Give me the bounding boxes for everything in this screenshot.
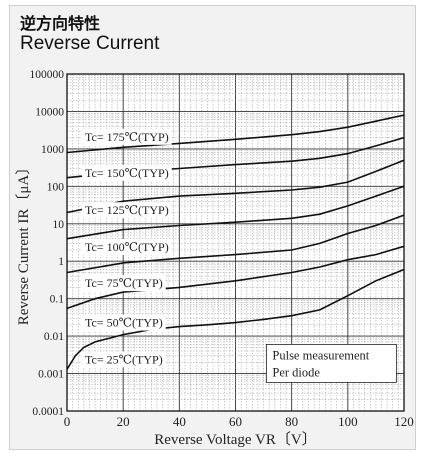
series-line <box>66 268 405 370</box>
series-line <box>66 114 405 154</box>
y-axis-label: Reverse Current IR〔μA〕 <box>15 160 32 326</box>
y-tick-label: 1 <box>58 256 64 268</box>
series-line <box>66 245 405 310</box>
series-label: Tc= 50℃(TYP) <box>85 316 163 330</box>
series-line <box>66 159 405 214</box>
y-tick-labels: 0.0001 0.001 0.01 0.1 1 10 100 1000 10000 100000 <box>30 69 65 418</box>
series-line <box>66 214 405 274</box>
series-label-bg <box>82 275 166 292</box>
y-tick-label: 0.001 <box>38 369 64 381</box>
chart-title-jp: 逆方向特性 <box>20 14 101 33</box>
series-label-bg <box>82 238 172 255</box>
series-label: Tc= 25℃(TYP) <box>85 352 163 366</box>
x-tick-label: 120 <box>394 414 414 429</box>
y-tick-label: 100000 <box>30 69 65 81</box>
series-label-bg <box>82 164 172 181</box>
series-label: Tc= 100℃(TYP) <box>85 240 169 254</box>
x-tick-label: 100 <box>338 414 358 429</box>
annotation-line: Per diode <box>272 365 320 379</box>
series-label: Tc= 150℃(TYP) <box>85 166 169 180</box>
x-tick-label: 60 <box>229 414 242 429</box>
y-tick-label: 10 <box>53 219 65 231</box>
series-label: Tc= 75℃(TYP) <box>85 276 163 290</box>
y-tick-label: 10000 <box>35 106 64 118</box>
x-axis-label: Reverse Voltage VR〔V〕 <box>154 431 317 448</box>
annotation-box: Pulse measurement Per diode <box>265 344 397 383</box>
series-label: Tc= 175℃(TYP) <box>85 130 169 144</box>
series-label-bg <box>82 128 172 145</box>
series-labels: Tc= 175℃(TYP) Tc= 150℃(TYP) Tc= 125℃(TYP) T… <box>82 128 172 368</box>
x-tick-label: 80 <box>285 414 298 429</box>
series-label-bg <box>82 351 166 368</box>
x-tick-label: 20 <box>117 414 130 429</box>
chart-title-en: Reverse Current <box>20 33 160 54</box>
x-tick-label: 40 <box>173 414 186 429</box>
x-tick-label: 0 <box>64 414 71 429</box>
series-lines <box>66 114 405 370</box>
plot-border <box>66 73 405 412</box>
series-label-bg <box>82 202 172 219</box>
series-label: Tc= 125℃(TYP) <box>85 203 169 217</box>
y-tick-label: 100 <box>47 181 65 193</box>
annotation-border <box>265 344 397 383</box>
y-tick-label: 0.0001 <box>32 406 64 418</box>
series-label-bg <box>82 314 166 331</box>
y-tick-label: 1000 <box>41 144 64 156</box>
y-tick-label: 0.01 <box>44 331 64 343</box>
annotation-line: Pulse measurement <box>272 348 369 362</box>
x-tick-labels: 0 20 40 60 80 100 120 <box>64 414 414 429</box>
series-line <box>66 185 405 240</box>
y-tick-label: 0.1 <box>50 294 65 306</box>
